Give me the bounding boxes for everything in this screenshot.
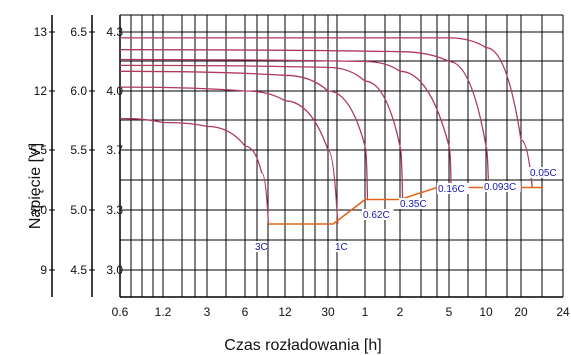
series-line-1C (119, 86, 339, 225)
y-tick-label-4v: 3.7 (106, 143, 123, 157)
series-label-bg (334, 241, 347, 252)
x-tick-label: 3 (204, 305, 211, 319)
series-labels: 3C 1C 0.62C 0.35C 0.16C 0.093C 0.05C (254, 167, 561, 253)
y-tick-label-6v: 4.5 (70, 263, 87, 277)
y-tick-label-12v: 13 (34, 25, 48, 39)
y-tick-label-12v: 5.5 (30, 143, 47, 157)
series-label-bg (399, 198, 431, 209)
y-tick-label-6v: 6.5 (70, 25, 87, 39)
series-label-bg (254, 241, 267, 252)
series-line-0.16C (119, 58, 452, 188)
series-line-0.093C (119, 49, 490, 188)
y-tick-label-4v: 4.0 (106, 84, 123, 98)
series-line-0.35C (119, 64, 404, 200)
series-label-0.16C: 0.16C (438, 184, 465, 195)
x-tick-label: 0.6 (112, 305, 129, 319)
series-label-bg (483, 181, 521, 192)
series-label-1C: 1C (335, 242, 348, 253)
series (119, 37, 543, 225)
y-tick-label-4v: 3.3 (106, 203, 123, 217)
x-tick-label: 1.2 (155, 305, 172, 319)
series-line-3C (119, 117, 270, 225)
x-tick-label: 2 (397, 305, 404, 319)
x-tick-label: 12 (278, 305, 292, 319)
y-tick-label-4v: 4.3 (106, 25, 123, 39)
y-tick-label-12v: 9 (40, 263, 47, 277)
series-label-0.05C: 0.05C (530, 168, 557, 179)
series-label-bg (437, 183, 469, 194)
series-line-0.05C (120, 37, 533, 188)
series-label-bg (362, 209, 394, 220)
x-tick-label: 24 (556, 305, 570, 319)
x-axis-label: Czas rozładowania [h] (224, 337, 381, 354)
y-tick-label-12v: 5.0 (30, 203, 47, 217)
y-tick-label-12v: 12 (34, 84, 48, 98)
x-tick-label: 30 (321, 305, 335, 319)
axes: 13125.55.096.56.05.55.04.54.34.03.73.33.… (30, 15, 570, 319)
series-label-0.093C: 0.093C (484, 182, 516, 193)
x-tick-label: 6 (242, 305, 249, 319)
y-tick-label-6v: 6.0 (70, 84, 87, 98)
y-axis-label: Napięcie [V] (27, 143, 44, 229)
series-label-0.35C: 0.35C (400, 199, 427, 210)
x-tick-label: 20 (514, 305, 528, 319)
series-label-bg (529, 167, 561, 178)
series-line-0.62C (119, 70, 369, 200)
y-tick-label-4v: 3.0 (106, 263, 123, 277)
x-tick-label: 5 (446, 305, 453, 319)
x-tick-label: 1 (362, 305, 369, 319)
y-tick-label-6v: 5.5 (70, 143, 87, 157)
y-tick-label-6v: 5.0 (70, 203, 87, 217)
series-label-0.62C: 0.62C (363, 210, 390, 221)
series-label-3C: 3C (255, 242, 268, 253)
x-tick-label: 10 (479, 305, 493, 319)
